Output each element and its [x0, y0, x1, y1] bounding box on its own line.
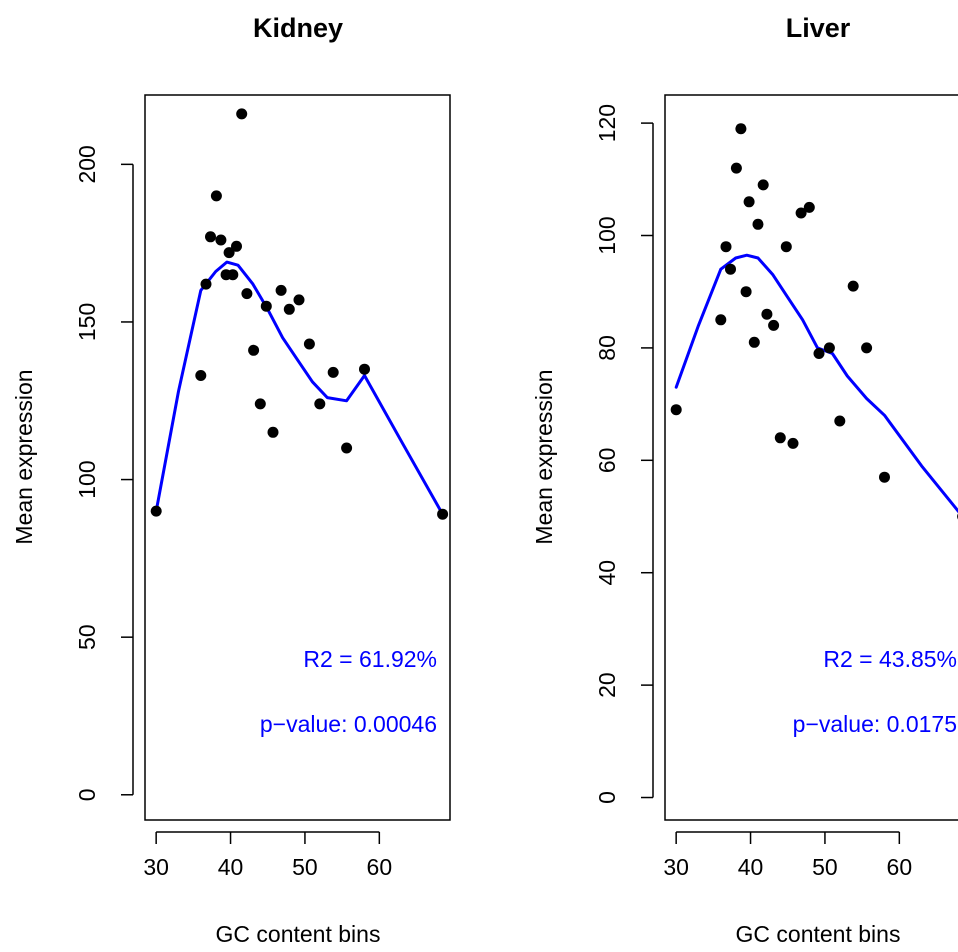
kidney-data-point — [283, 303, 295, 315]
kidney-data-point — [241, 288, 253, 300]
kidney-data-point — [210, 190, 222, 202]
liver-y-tick-label: 20 — [594, 672, 620, 698]
kidney-x-tick-label: 40 — [218, 854, 244, 880]
liver-x-tick-label: 50 — [812, 854, 838, 880]
kidney-r2-annotation: R2 = 61.92% — [303, 646, 437, 672]
liver-y-tick-label: 80 — [594, 335, 620, 361]
liver-data-point — [748, 336, 760, 348]
kidney-data-point — [195, 370, 207, 381]
kidney-x-axis-label: GC content bins — [216, 921, 381, 947]
liver-data-point — [847, 280, 859, 292]
liver-pvalue-annotation: p−value: 0.0175 — [793, 711, 957, 737]
liver-x-axis: 30 40 50 60 — [663, 831, 913, 880]
liver-data-point — [743, 196, 755, 208]
kidney-y-tick-label: 0 — [74, 788, 100, 801]
liver-data-point — [787, 437, 799, 449]
kidney-y-tick-label: 150 — [74, 303, 100, 341]
kidney-panel: Kidney GC content bins Mean expression 3… — [11, 13, 451, 947]
liver-data-point — [780, 241, 792, 253]
kidney-data-point — [341, 442, 353, 454]
kidney-data-point — [275, 284, 287, 296]
kidney-y-tick-label: 100 — [74, 460, 100, 498]
kidney-data-point — [150, 505, 162, 517]
kidney-data-point — [223, 247, 235, 259]
kidney-x-tick-label: 60 — [367, 854, 393, 880]
kidney-data-point — [303, 338, 315, 350]
kidney-data-point — [205, 231, 216, 243]
kidney-data-point — [267, 426, 279, 438]
kidney-x-tick-label: 30 — [143, 854, 169, 880]
liver-y-tick-label: 40 — [594, 560, 620, 586]
liver-y-tick-label: 100 — [594, 216, 620, 254]
liver-data-point — [761, 308, 773, 320]
kidney-data-point — [231, 240, 242, 252]
liver-points — [670, 123, 958, 520]
liver-data-point — [735, 123, 747, 135]
kidney-pvalue-annotation: p−value: 0.00046 — [260, 711, 437, 737]
liver-data-point — [730, 162, 742, 174]
kidney-x-axis: 30 40 50 60 — [143, 831, 393, 880]
kidney-data-point — [293, 294, 305, 306]
liver-data-point — [752, 218, 764, 230]
liver-panel: Liver GC content bins Mean expression 30… — [531, 13, 958, 947]
liver-data-point — [757, 179, 769, 191]
liver-data-point — [879, 471, 890, 483]
kidney-data-point — [200, 278, 212, 290]
kidney-y-tick-label: 50 — [74, 624, 100, 650]
liver-y-axis: 0 20 40 60 80 100 120 — [594, 104, 654, 804]
liver-data-point — [740, 286, 752, 298]
kidney-data-point — [236, 108, 248, 120]
liver-data-point — [715, 314, 727, 326]
kidney-data-point — [260, 300, 272, 312]
liver-y-tick-label: 0 — [594, 791, 620, 804]
liver-data-point — [803, 201, 815, 213]
kidney-data-point — [437, 508, 449, 520]
liver-x-tick-label: 40 — [738, 854, 764, 880]
liver-y-axis-label: Mean expression — [531, 369, 557, 544]
liver-fit-line-group — [674, 253, 958, 514]
kidney-data-point — [314, 398, 326, 410]
liver-data-point — [834, 415, 846, 427]
kidney-data-point — [254, 398, 266, 410]
kidney-data-point — [248, 344, 260, 356]
liver-data-point — [813, 348, 825, 359]
liver-data-point — [725, 263, 736, 275]
liver-plot-frame — [664, 94, 958, 821]
kidney-data-point — [327, 366, 339, 378]
liver-fit-line — [674, 253, 958, 514]
kidney-data-point — [359, 363, 370, 375]
liver-title: Liver — [786, 13, 851, 43]
liver-x-tick-label: 30 — [663, 854, 689, 880]
kidney-data-point — [215, 234, 227, 246]
liver-data-point — [795, 207, 807, 219]
liver-x-tick-label: 60 — [887, 854, 913, 880]
kidney-x-tick-label: 50 — [292, 854, 318, 880]
kidney-y-tick-label: 200 — [74, 145, 100, 183]
kidney-title: Kidney — [253, 13, 343, 43]
liver-r2-annotation: R2 = 43.85% — [823, 646, 957, 672]
liver-x-axis-label: GC content bins — [736, 921, 901, 947]
liver-data-point — [720, 241, 732, 253]
liver-data-point — [670, 404, 682, 416]
liver-data-point — [861, 342, 873, 354]
kidney-plot-frame — [144, 94, 451, 821]
kidney-y-axis-label: Mean expression — [11, 369, 37, 544]
liver-y-tick-label: 120 — [594, 104, 620, 142]
kidney-data-point — [227, 269, 239, 281]
liver-data-point — [823, 342, 835, 354]
liver-data-point — [774, 432, 786, 444]
kidney-points — [150, 108, 449, 520]
kidney-y-axis: 0 50 100 150 200 — [74, 145, 134, 801]
liver-y-tick-label: 60 — [594, 448, 620, 474]
liver-data-point — [768, 319, 780, 331]
